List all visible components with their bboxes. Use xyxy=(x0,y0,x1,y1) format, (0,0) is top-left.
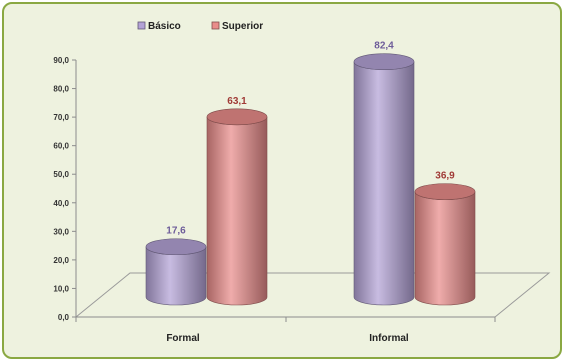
bars xyxy=(145,53,476,306)
bar-básico-informal xyxy=(353,53,415,306)
legend-swatch xyxy=(211,21,220,30)
y-tick-label: 0,0 xyxy=(58,313,70,322)
y-tick-label: 40,0 xyxy=(53,199,69,208)
bar-básico-formal xyxy=(145,238,207,306)
bar-body xyxy=(414,191,476,306)
bar-top xyxy=(353,53,415,71)
data-labels: 17,6 63,1 82,4 36,9 xyxy=(166,41,455,237)
y-tick-label: 20,0 xyxy=(53,256,69,265)
data-label: 17,6 xyxy=(166,226,186,237)
legend-swatch xyxy=(137,21,146,30)
data-label: 36,9 xyxy=(435,171,455,182)
bar-body xyxy=(206,116,268,306)
x-category-label: Formal xyxy=(166,333,200,344)
data-label: 63,1 xyxy=(227,96,247,107)
bar-top xyxy=(145,238,207,256)
y-tick-label: 30,0 xyxy=(53,227,69,236)
bar-top xyxy=(206,108,268,126)
y-tick-label: 60,0 xyxy=(53,142,69,151)
bar-body xyxy=(145,246,207,306)
y-tick-label: 70,0 xyxy=(53,113,69,122)
x-category-label: Informal xyxy=(369,333,409,344)
y-tick-label: 90,0 xyxy=(53,56,69,65)
data-label: 82,4 xyxy=(374,41,394,52)
bar-top xyxy=(414,183,476,200)
bar-superior-formal xyxy=(206,108,268,306)
y-tick-label: 80,0 xyxy=(53,85,69,94)
y-tick-label: 10,0 xyxy=(53,284,69,293)
bar-body xyxy=(353,61,415,306)
y-tick-label: 50,0 xyxy=(53,170,69,179)
bar-superior-informal xyxy=(414,183,476,306)
legend-label: Básico xyxy=(148,21,181,32)
legend: Básico Superior xyxy=(137,21,263,32)
legend-label: Superior xyxy=(222,21,263,32)
